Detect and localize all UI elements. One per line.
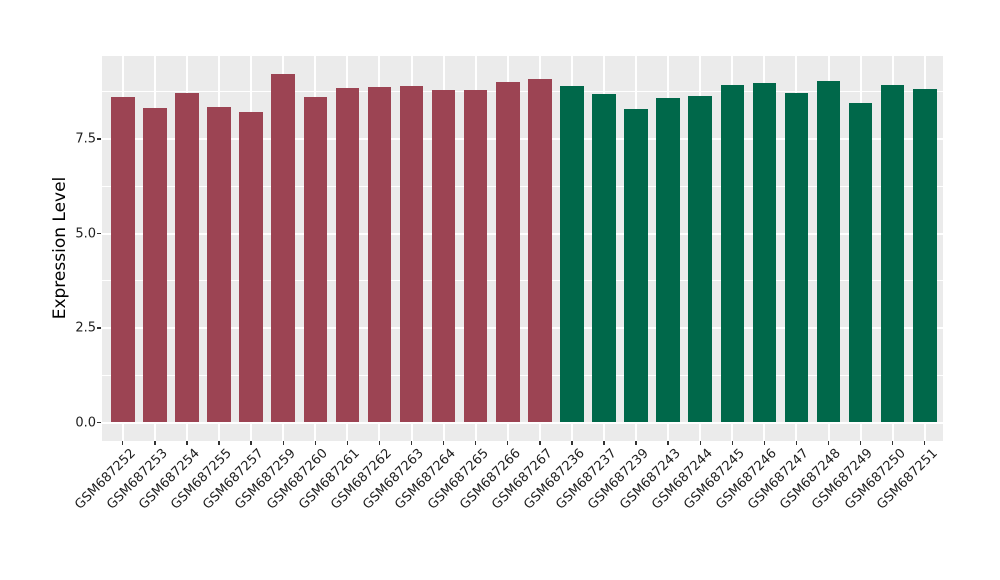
- x-tick-mark: [635, 441, 637, 445]
- x-tick-mark: [346, 441, 349, 445]
- y-tick-mark: [97, 138, 101, 140]
- bar-GSM687262: [367, 87, 392, 423]
- x-tick-mark: [603, 441, 605, 445]
- bar-GSM687261: [335, 88, 360, 423]
- gridline-minor: [102, 91, 943, 93]
- x-tick-mark: [667, 441, 669, 445]
- bar-GSM687266: [496, 81, 520, 423]
- x-tick-mark: [186, 441, 188, 445]
- gridline-major: [102, 327, 943, 330]
- bar-GSM687244: [688, 95, 712, 423]
- y-axis-title: Expression Level: [50, 176, 70, 320]
- x-tick-mark: [571, 441, 573, 445]
- y-tick-mark: [97, 232, 101, 235]
- x-tick-mark: [539, 441, 541, 445]
- x-tick-mark: [218, 441, 220, 445]
- y-tick-label: 7.5: [75, 131, 96, 147]
- x-tick-mark: [827, 441, 830, 445]
- x-tick-mark: [314, 441, 316, 445]
- bar-GSM687255: [207, 106, 231, 423]
- x-tick-mark: [442, 441, 445, 445]
- gridline-minor: [102, 280, 943, 282]
- gridline-major: [102, 232, 943, 235]
- bar-GSM687251: [913, 88, 937, 423]
- x-tick-mark: [122, 441, 124, 445]
- x-tick-mark: [250, 441, 252, 445]
- bar-GSM687253: [143, 108, 167, 423]
- x-tick-mark: [924, 441, 926, 445]
- bar-GSM687243: [656, 97, 680, 423]
- bar-GSM687249: [848, 102, 873, 423]
- x-tick-mark: [892, 441, 894, 445]
- bar-GSM687246: [752, 83, 777, 423]
- bar-GSM687245: [720, 84, 745, 423]
- x-tick-mark: [378, 441, 381, 445]
- gridline-minor: [102, 185, 943, 187]
- bar-GSM687264: [431, 89, 456, 423]
- x-tick-mark: [859, 441, 862, 445]
- x-tick-mark: [763, 441, 766, 445]
- bar-GSM687236: [560, 86, 584, 423]
- x-tick-mark: [154, 441, 156, 445]
- bar-GSM687254: [175, 92, 199, 423]
- x-tick-mark: [731, 441, 733, 445]
- gridline-major: [102, 138, 943, 141]
- plot-panel: [102, 56, 943, 441]
- x-tick-mark: [410, 441, 413, 445]
- y-tick-label: 0.0: [75, 415, 96, 430]
- y-tick-label: 2.5: [75, 320, 96, 336]
- bar-GSM687259: [271, 74, 295, 423]
- bar-GSM687247: [784, 92, 809, 423]
- bar-GSM687237: [592, 94, 616, 423]
- bar-GSM687257: [239, 112, 263, 423]
- x-tick-mark: [795, 441, 798, 445]
- bar-GSM687265: [463, 89, 488, 423]
- bar-GSM687260: [303, 96, 328, 423]
- gridline-minor: [102, 374, 943, 376]
- y-tick-mark: [97, 421, 101, 424]
- y-tick-mark: [97, 327, 101, 329]
- gridline-major: [102, 421, 943, 424]
- x-tick-mark: [282, 441, 284, 445]
- bar-GSM687248: [816, 80, 841, 423]
- x-tick-mark: [474, 441, 477, 445]
- bar-GSM687252: [111, 96, 135, 423]
- bar-GSM687267: [528, 79, 552, 423]
- bar-GSM687239: [624, 109, 648, 423]
- x-tick-mark: [699, 441, 701, 445]
- y-tick-label: 5.0: [75, 226, 96, 242]
- bar-GSM687250: [880, 85, 905, 423]
- bar-GSM687263: [399, 85, 424, 423]
- x-tick-mark: [507, 441, 509, 445]
